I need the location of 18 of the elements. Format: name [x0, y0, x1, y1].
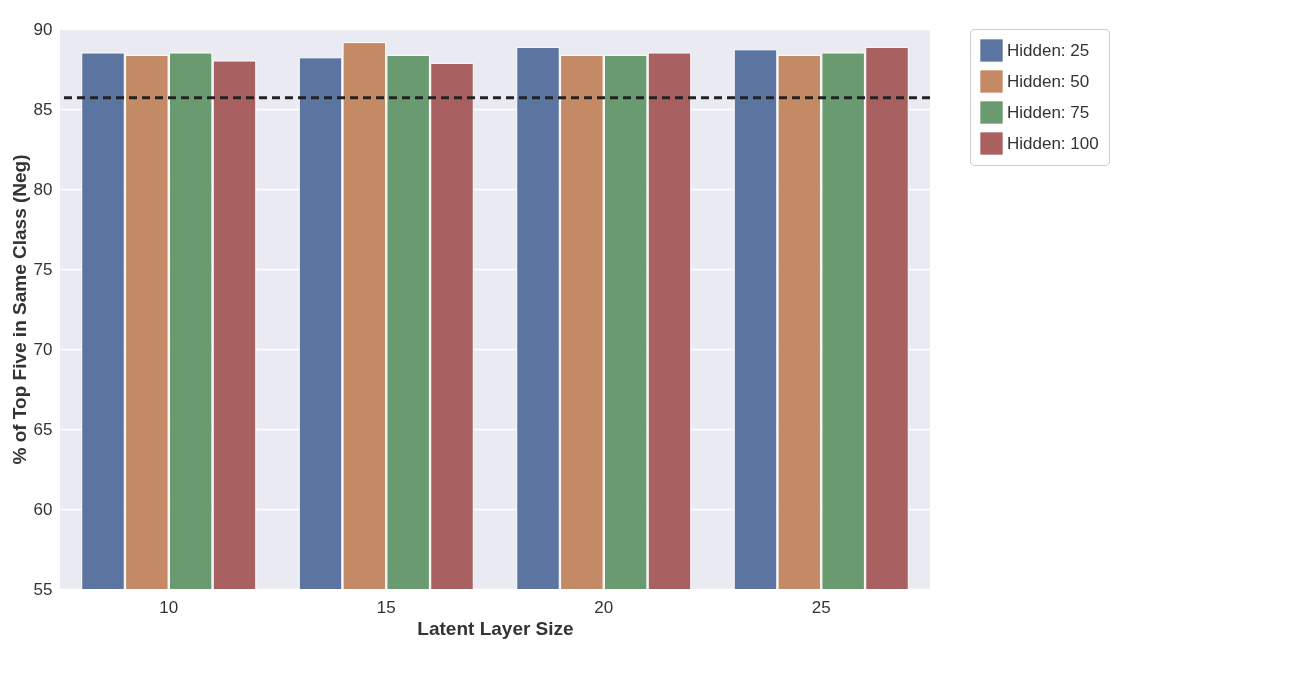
x-axis-title: Latent Layer Size	[417, 617, 574, 639]
y-tick-label: 65	[33, 419, 53, 439]
y-tick-label: 55	[33, 579, 53, 599]
x-tick-label: 20	[594, 597, 614, 617]
legend-label: Hidden: 75	[1007, 102, 1090, 122]
x-tick-label: 10	[159, 597, 179, 617]
y-tick-label: 60	[33, 499, 53, 519]
x-tick-label: 25	[811, 597, 831, 617]
y-tick-label: 85	[33, 99, 53, 119]
legend-label: Hidden: 100	[1007, 133, 1099, 153]
y-tick-label: 70	[33, 339, 53, 359]
y-tick-label: 80	[33, 179, 53, 199]
x-tick-label: 15	[376, 597, 396, 617]
legend-label: Hidden: 25	[1007, 40, 1090, 60]
y-tick-label: 75	[33, 259, 53, 279]
legend-label: Hidden: 50	[1007, 71, 1090, 91]
y-tick-label: 90	[33, 19, 53, 39]
y-axis-title: % of Top Five in Same Class (Neg)	[8, 154, 30, 465]
